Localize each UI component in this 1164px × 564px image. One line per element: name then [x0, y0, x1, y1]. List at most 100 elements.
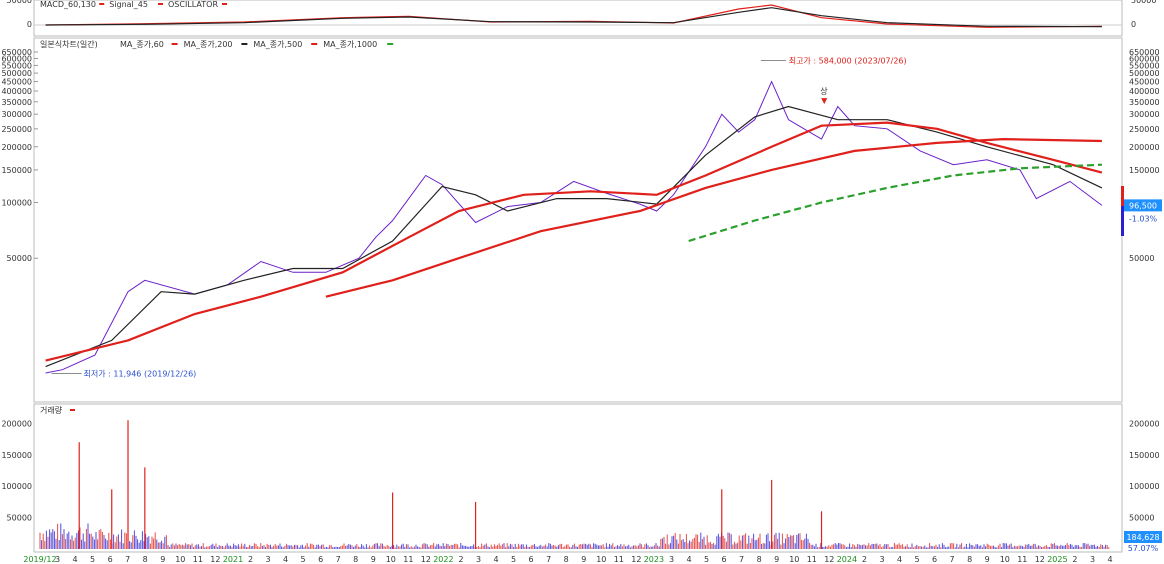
price-tick-right: 550000 [1129, 61, 1160, 70]
price-tick-left: 100000 [1, 199, 32, 208]
price-tick-left: 400000 [1, 87, 32, 96]
volume-tick-left: 100000 [1, 482, 32, 491]
legend-swatch [241, 43, 248, 45]
x-tick-label: 8 [564, 555, 569, 564]
x-tick-label: 2 [248, 555, 253, 564]
volume-tick-right: 150000 [1129, 451, 1160, 460]
last-price-label: 96,500 [1129, 201, 1157, 210]
x-tick-label: 6 [932, 555, 937, 564]
volume-tick-left: 50000 [7, 514, 32, 523]
ma-series-2 [45, 121, 1103, 362]
x-tick-label: 5 [511, 555, 516, 564]
price-tick-right: 500000 [1129, 69, 1160, 78]
x-tick-label: 7 [125, 555, 130, 564]
volume-panel-title: 거래량 [40, 405, 63, 415]
volume-y-axis: 200000 200000 150000 150000 100000 100000 5000… [1, 419, 1159, 522]
volume-panel [33, 403, 1123, 553]
x-tick-label: 2023 [644, 555, 664, 564]
x-tick-label: 3 [476, 555, 481, 564]
price-tick-left: 550000 [1, 61, 32, 70]
x-tick-label: 9 [371, 555, 376, 564]
x-tick-label: 10 [596, 555, 606, 564]
x-tick-label: 2022 [433, 555, 453, 564]
last-change-label: -1.03% [1129, 214, 1158, 223]
x-tick-label: 12 [631, 555, 641, 564]
x-tick-label: 7 [336, 555, 341, 564]
macd-tick-right: 50000 [1131, 0, 1156, 5]
macd-legend-item: OSCILLATOR [168, 0, 218, 9]
x-tick-label: 9 [985, 555, 990, 564]
x-tick-label: 8 [757, 555, 762, 564]
last-volume-badge [1124, 531, 1162, 543]
macd-tick-right: 0 [1131, 20, 1136, 29]
x-tick-label: 6 [529, 555, 534, 564]
macd-legend: MACD_60,130 Signal_45 OSCILLATOR [40, 0, 227, 9]
price-tick-left: 50000 [7, 254, 32, 263]
price-tick-right: 450000 [1129, 78, 1160, 87]
value-badges: 96,500 -1.03% 184,628 57.07% [1121, 186, 1162, 553]
signal-annotation: 상 [820, 86, 828, 96]
x-tick-label: 12 [210, 555, 220, 564]
x-tick-label: 10 [1000, 555, 1010, 564]
price-tick-left: 250000 [1, 125, 32, 134]
x-tick-label: 11 [807, 555, 817, 564]
price-tick-left: 600000 [1, 54, 32, 63]
x-tick-label: 2 [862, 555, 867, 564]
x-tick-label: 2 [1072, 555, 1077, 564]
x-tick-label: 9 [774, 555, 779, 564]
last-ratio-label: 57.07% [1128, 544, 1159, 553]
price-tick-right: 300000 [1129, 110, 1160, 119]
signal-arrow-icon [821, 98, 828, 105]
price-tick-right: 350000 [1129, 98, 1160, 107]
x-tick-label: 12 [824, 555, 834, 564]
x-tick-label: 6 [722, 555, 727, 564]
price-tick-right: 50000 [1129, 254, 1154, 263]
low-annotation: 최저가 : 11,946 (2019/12/26) [84, 368, 197, 378]
volume-legend: 거래량 [40, 405, 75, 415]
x-tick-label: 7 [950, 555, 955, 564]
legend-swatch [158, 3, 163, 5]
price-legend: 일본식차트(일간) MA_종가,60 MA_종가,200 MA_종가,500 MA_종가… [40, 39, 394, 49]
x-tick-label: 10 [789, 555, 799, 564]
volume-tick-left: 150000 [1, 451, 32, 460]
price-tick-left: 300000 [1, 110, 32, 119]
macd-legend-item: Signal_45 [109, 0, 148, 9]
x-tick-label: 12 [1035, 555, 1045, 564]
x-tick-label: 11 [1017, 555, 1027, 564]
x-tick-label: 6 [108, 555, 113, 564]
x-tick-label: 4 [1107, 555, 1112, 564]
x-tick-label: 7 [546, 555, 551, 564]
legend-swatch [222, 3, 227, 5]
ma-series-3 [325, 137, 1102, 298]
price-tick-right: 200000 [1129, 143, 1160, 152]
x-tick-label: 2 [458, 555, 463, 564]
price-panel-title: 일본식차트(일간) [40, 39, 98, 49]
legend-swatch [99, 3, 105, 5]
x-tick-label: 5 [914, 555, 919, 564]
price-tick-right: 150000 [1129, 166, 1160, 175]
x-tick-label: 4 [494, 555, 499, 564]
price-tick-left: 500000 [1, 69, 32, 78]
x-tick-label: 11 [193, 555, 203, 564]
x-tick-label: 11 [614, 555, 624, 564]
macd-legend-item: MACD_60,130 [40, 0, 96, 9]
volume-tick-right: 100000 [1129, 482, 1160, 491]
x-tick-label: 3 [55, 555, 60, 564]
x-tick-label: 2025 [1047, 555, 1067, 564]
price-tick-right: 600000 [1129, 54, 1160, 63]
x-tick-label: 8 [143, 555, 148, 564]
price-series [45, 80, 1103, 374]
price-legend-item: MA_종가,60 [120, 40, 164, 49]
x-axis: 2019/123 4 5 6 7 8 9 10 11 12 2021 2 3 4 5 6 7 8 9 10 11 12 20… [23, 555, 1112, 564]
x-tick-label: 4 [897, 555, 902, 564]
volume-tick-right: 200000 [1129, 419, 1160, 428]
price-tick-left: 450000 [1, 78, 32, 87]
macd-tick-left: 50000 [7, 0, 32, 5]
x-tick-label: 2019/12 [23, 555, 56, 564]
macd-panel [33, 0, 1123, 37]
volume-plot [39, 420, 1110, 549]
macd-plot [34, 4, 1122, 28]
macd-y-axis: 50000 0 50000 0 [7, 0, 1157, 29]
